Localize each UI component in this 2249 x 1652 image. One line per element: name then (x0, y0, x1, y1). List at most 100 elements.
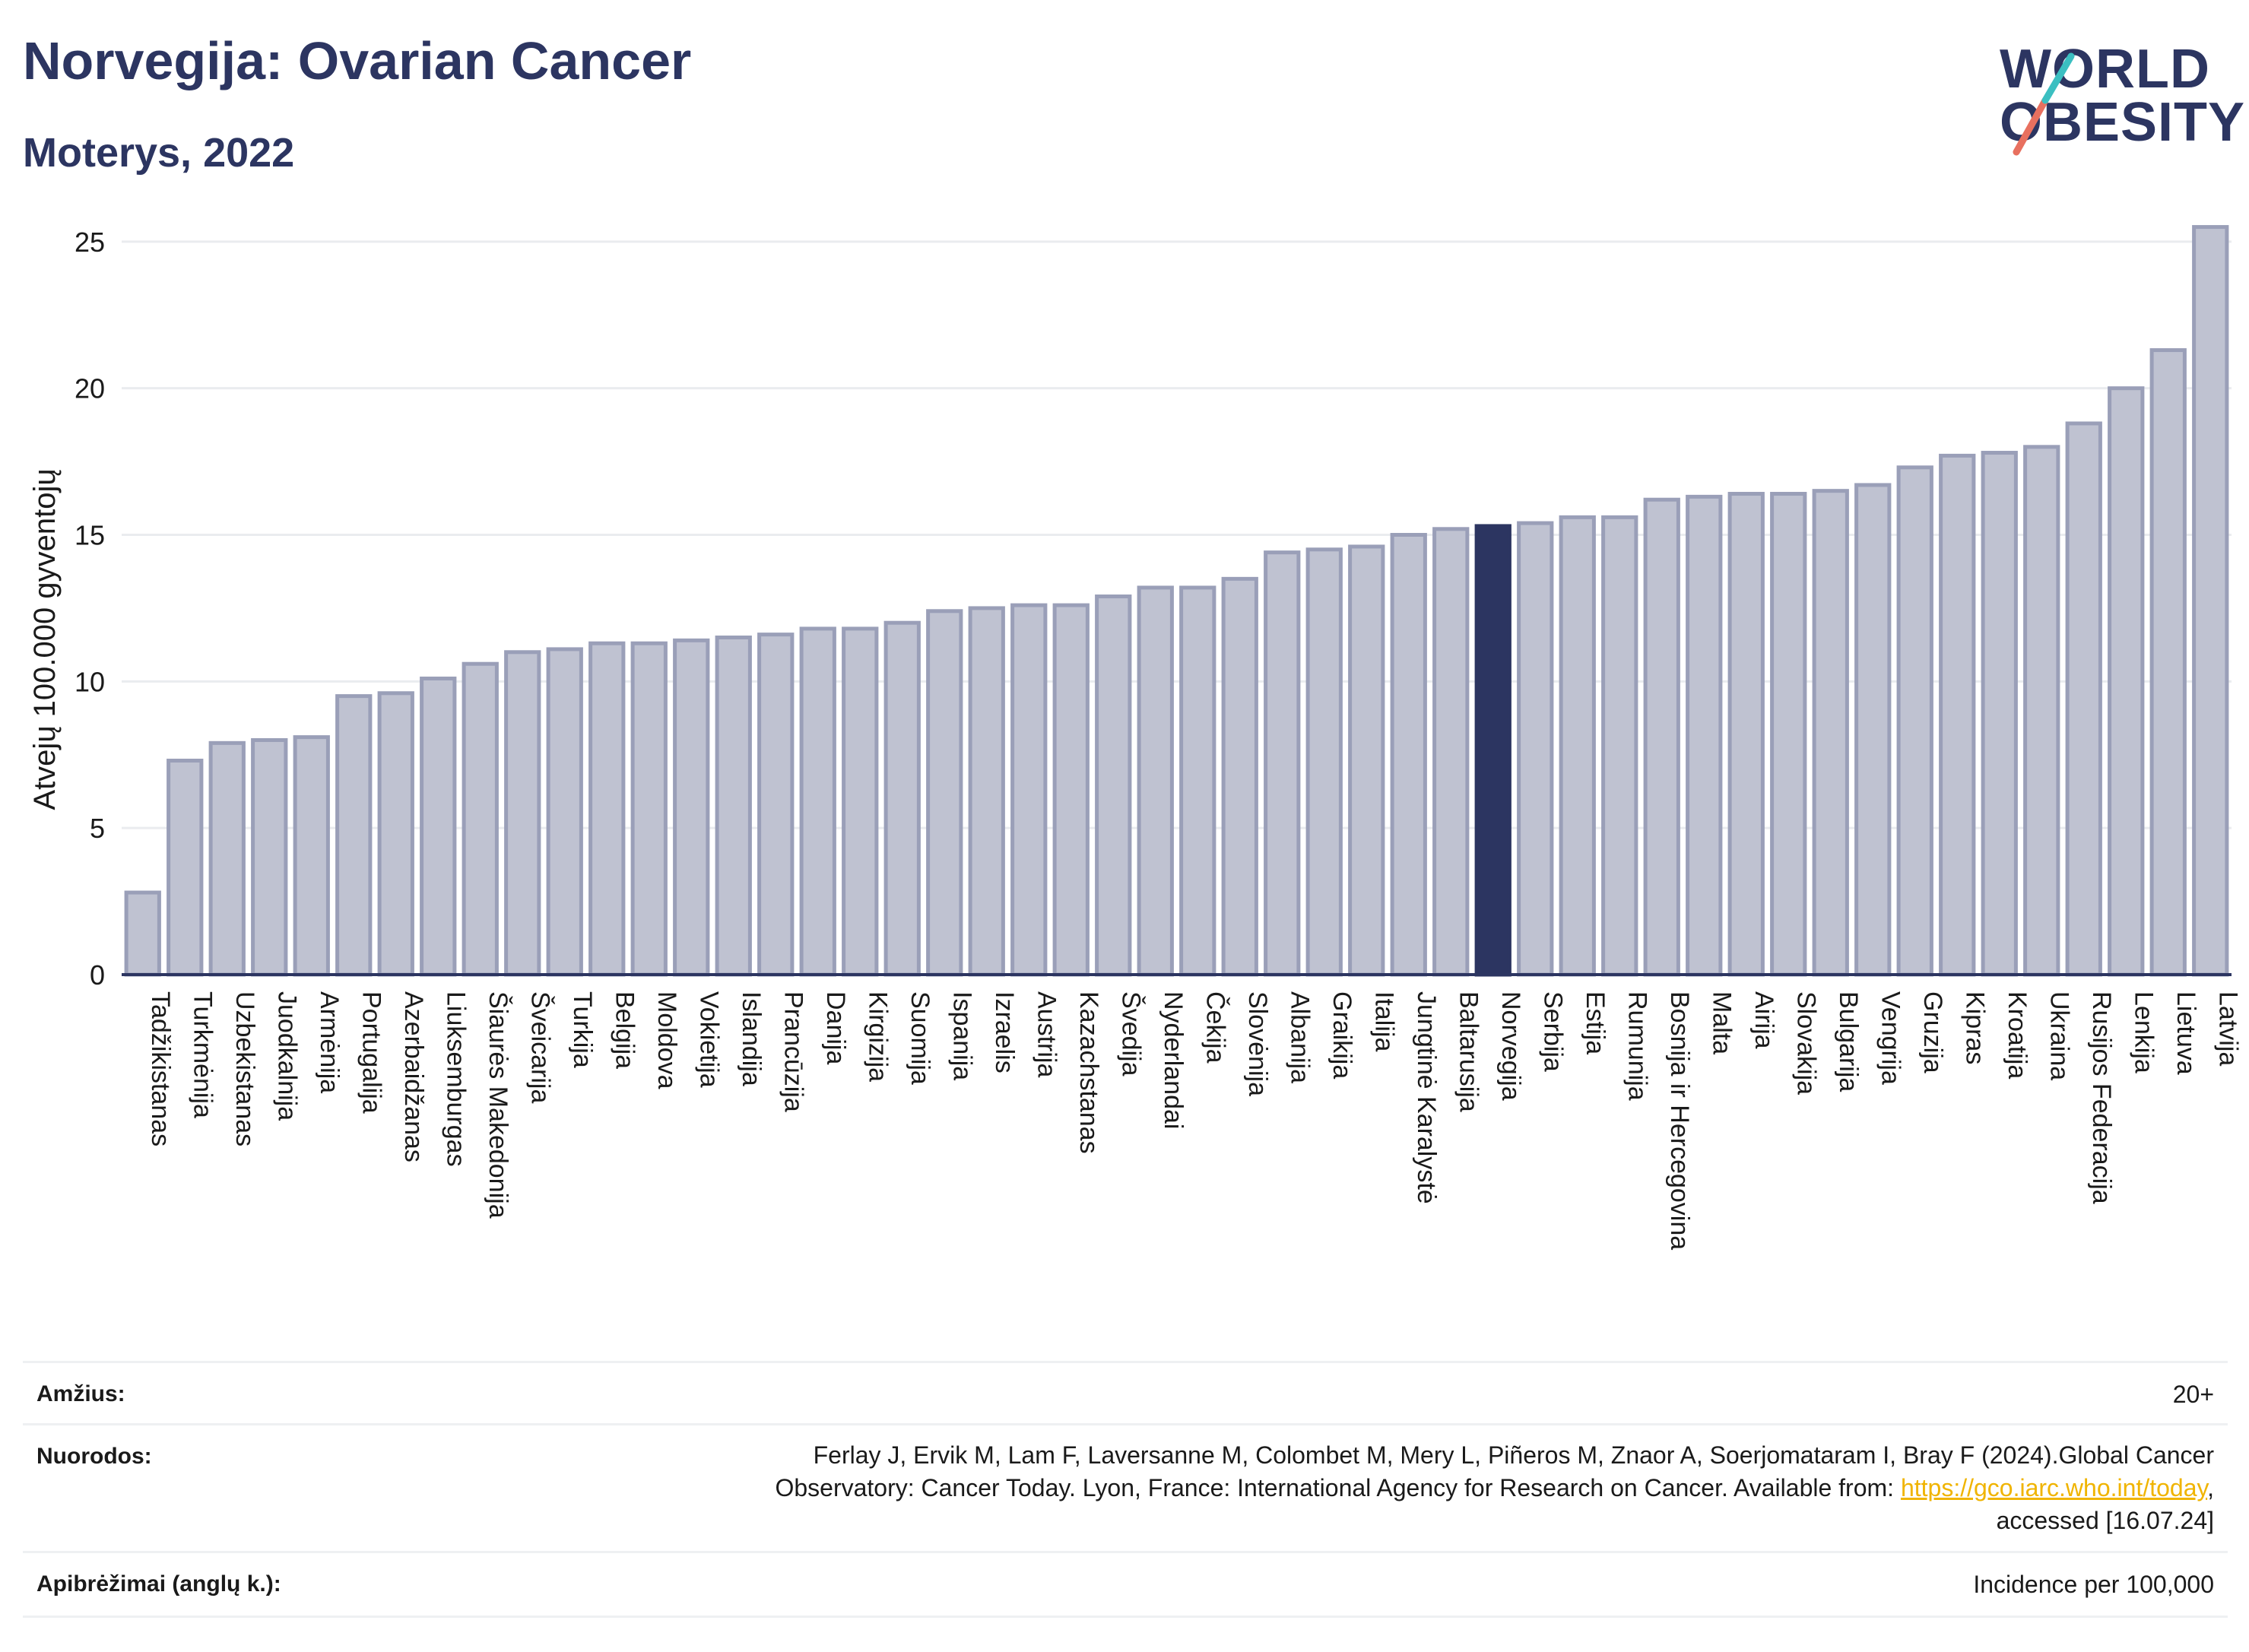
x-tick-label: Airija (1749, 991, 1778, 1049)
bar-28 (1305, 547, 1343, 977)
x-tick-label: Rusijos Federacija (2087, 991, 2116, 1204)
bar-25 (1179, 585, 1216, 977)
bar-22 (1052, 603, 1090, 977)
bar-45 (2023, 445, 2060, 977)
bar-chart: 0 5 10 15 20 25 Tadžikistanas Turkmėnija Uzbeki… (28, 225, 2243, 1250)
x-tick-label: Gruzija (1918, 991, 1947, 1073)
x-tick-label: Bulgarija (1834, 991, 1863, 1092)
bar-29 (1348, 544, 1385, 977)
bar-0 (124, 890, 161, 977)
x-tick-label: Vengrija (1876, 991, 1905, 1085)
bar-37 (1686, 494, 1723, 977)
references-line-2: Observatory: Cancer Today. Lyon, France:… (775, 1474, 2214, 1501)
bar-17 (842, 626, 879, 977)
references-line-3: accessed [16.07.24] (1996, 1507, 2214, 1534)
x-tick-label: Danija (821, 991, 850, 1064)
bar-43 (1939, 453, 1976, 977)
y-tick-label: 0 (90, 959, 105, 991)
bar-19 (926, 609, 963, 977)
y-tick-label: 25 (75, 227, 105, 258)
bar-48 (2149, 348, 2187, 977)
x-tick-label: Liuksemburgas (441, 991, 470, 1167)
references-value: Ferlay J, Ervik M, Lam F, Laversanne M, … (389, 1439, 2214, 1537)
info-row-definitions: Apibrėžimai (anglų k.): Incidence per 10… (23, 1551, 2228, 1618)
bar-21 (1010, 603, 1048, 977)
info-row-references: Nuorodos: Ferlay J, Ervik M, Lam F, Lave… (23, 1423, 2228, 1553)
bar-14 (715, 635, 752, 977)
references-label: Nuorodos: (36, 1444, 152, 1469)
y-axis-label: Atvejų 100.000 gyventojų (28, 468, 62, 810)
x-tick-label: Latvija (2213, 991, 2242, 1066)
bars (124, 225, 2229, 977)
definitions-label: Apibrėžimai (anglų k.): (36, 1571, 281, 1597)
y-tick-label: 10 (75, 666, 105, 697)
x-tick-label: Čekija (1201, 991, 1229, 1064)
bar-39 (1770, 492, 1807, 977)
x-tick-label: Estija (1581, 991, 1610, 1054)
x-tick-label: Norvegija (1496, 991, 1525, 1101)
page-subtitle: Moterys, 2022 (23, 130, 295, 176)
bar-12 (630, 641, 668, 977)
bar-38 (1727, 492, 1765, 977)
x-tick-label: Švedija (1116, 991, 1145, 1076)
x-tick-label: Islandija (737, 991, 766, 1086)
bar-41 (1854, 483, 1892, 977)
x-tick-label: Prancūzija (779, 991, 807, 1112)
bar-8 (462, 661, 499, 977)
x-tick-label: Jungtinė Karalystė (1412, 991, 1441, 1204)
x-tick-label: Šiaurės Makedonija (484, 991, 512, 1219)
x-tick-label: Suomija (906, 991, 934, 1085)
bar-33 (1517, 521, 1554, 977)
x-tick-label: Lenkija (2129, 991, 2158, 1073)
x-tick-label: Kirgizija (863, 991, 892, 1082)
bar-34 (1559, 515, 1596, 977)
x-tick-label: Slovėnija (1243, 991, 1272, 1096)
bar-24 (1137, 585, 1174, 977)
bar-16 (799, 626, 836, 977)
bar-3 (251, 737, 288, 977)
bar-15 (757, 633, 795, 977)
x-tick-label: Lietuva (2171, 991, 2200, 1075)
x-tick-label: Kazachstanas (1074, 991, 1103, 1154)
bar-47 (2108, 386, 2145, 977)
x-tick-label: Portugalija (357, 991, 385, 1114)
y-tick-label: 15 (75, 520, 105, 551)
definitions-value: Incidence per 100,000 (1973, 1571, 2214, 1598)
x-tick-label: Rumunija (1623, 991, 1651, 1101)
source-link[interactable]: https://gco.iarc.who.int/today (1900, 1474, 2208, 1501)
bar-4 (293, 735, 330, 977)
info-row-age: Amžius: 20+ (23, 1361, 2228, 1425)
bar-36 (1643, 497, 1680, 977)
y-tick-label: 20 (75, 373, 105, 404)
bar-1 (167, 758, 204, 977)
logo-line-1: WORLD (2000, 39, 2210, 100)
logo-slash-icon (2013, 52, 2075, 156)
x-tick-label: Azerbaidžanas (399, 991, 428, 1162)
x-tick-label: Izraelis (990, 991, 1019, 1073)
x-tick-label: Belgija (610, 991, 639, 1069)
bar-5 (335, 694, 373, 977)
bar-31 (1432, 527, 1470, 977)
x-tick-label: Graikija (1328, 991, 1356, 1079)
bar-18 (883, 620, 921, 977)
x-tick-label: Moldova (652, 991, 681, 1089)
x-tick-label: Slovakija (1791, 991, 1820, 1095)
y-tick-label: 5 (90, 813, 105, 844)
x-tick-label: Uzbekistanas (230, 991, 259, 1146)
bar-32 (1474, 524, 1511, 977)
bar-26 (1221, 576, 1258, 977)
bar-11 (588, 641, 626, 977)
x-tick-label: Turkija (568, 991, 597, 1068)
age-label: Amžius: (36, 1381, 125, 1406)
bar-13 (673, 638, 710, 977)
bar-2 (208, 740, 246, 977)
x-tick-label: Italija (1369, 991, 1398, 1051)
bar-42 (1896, 465, 1933, 977)
world-obesity-logo: WORLD OBESITY (1977, 30, 2244, 160)
x-tick-label: Ispanija (947, 991, 976, 1080)
bar-7 (420, 676, 457, 977)
x-tick-label: Serbija (1538, 991, 1567, 1072)
x-tick-label: Tadžikistanas (146, 991, 175, 1146)
x-tick-labels: Tadžikistanas Turkmėnija Uzbekistanas Juodk… (146, 991, 2243, 1250)
x-tick-label: Armėnija (315, 991, 344, 1093)
